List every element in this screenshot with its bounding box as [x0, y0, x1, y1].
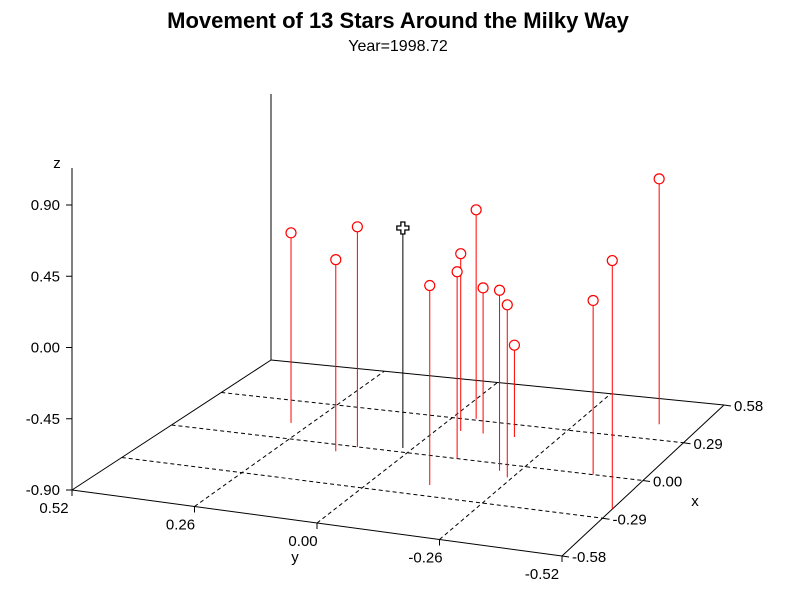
grid-line-y — [194, 370, 385, 507]
x-tick-mark — [561, 555, 570, 558]
x-tick-mark — [602, 517, 610, 520]
z-tick-label: 0.90 — [31, 197, 60, 214]
point-marker — [455, 248, 467, 260]
point-marker — [285, 227, 297, 239]
x-tick-mark — [683, 442, 691, 445]
point-marker — [451, 266, 463, 278]
z-tick-label: 0.00 — [31, 340, 60, 357]
point-marker — [501, 299, 513, 311]
y-tick-label: 0.00 — [288, 533, 317, 550]
y-tick-label: 0.26 — [166, 517, 195, 534]
y-tick-label: 0.52 — [39, 500, 68, 517]
point-marker — [477, 282, 489, 294]
data-points — [285, 173, 665, 510]
z-tick-label: 0.45 — [31, 268, 60, 285]
y-tick-label: -0.52 — [525, 566, 559, 583]
x-tick-label: -0.58 — [572, 549, 606, 566]
chart-title: Movement of 13 Stars Around the Milky Wa… — [167, 8, 629, 33]
point-marker — [508, 339, 521, 351]
point-marker — [424, 279, 436, 292]
point-marker — [470, 204, 482, 216]
grid-line-y — [316, 382, 498, 524]
z-tick-label: -0.90 — [26, 482, 60, 499]
x-tick-label: -0.29 — [613, 511, 647, 528]
y-tick-label: -0.26 — [408, 550, 442, 567]
x-tick-label: 0.29 — [694, 436, 723, 453]
x-tick-mark — [642, 480, 651, 482]
z-tick-label: -0.45 — [26, 411, 60, 428]
axes — [71, 94, 725, 557]
point-marker — [587, 294, 599, 307]
point-marker-cross — [396, 221, 410, 235]
grid-line-x — [171, 424, 644, 481]
grid-line-x — [221, 392, 684, 444]
point-marker — [606, 254, 618, 267]
floor-back-right-edge — [270, 359, 725, 406]
x-axis-label: x — [691, 493, 699, 510]
point-marker — [653, 173, 665, 185]
x-tick-label: 0.00 — [653, 474, 682, 491]
floor-back-left-edge — [71, 359, 272, 491]
tick-labels: 0.90 0.45 0.00 -0.45 -0.900.52 0.26 0.00 -0.26 -… — [26, 197, 763, 583]
y-axis-label: y — [291, 549, 299, 566]
floor-grid — [121, 370, 684, 540]
point-marker — [351, 221, 363, 233]
point-marker — [493, 284, 506, 296]
point-marker — [330, 254, 342, 266]
grid-line-y — [439, 393, 612, 540]
z-axis-label: z — [53, 155, 61, 172]
chart-subtitle: Year=1998.72 — [348, 38, 448, 55]
x-tick-label: 0.58 — [734, 398, 763, 415]
grid-line-x — [121, 457, 603, 519]
x-tick-mark — [723, 404, 732, 407]
